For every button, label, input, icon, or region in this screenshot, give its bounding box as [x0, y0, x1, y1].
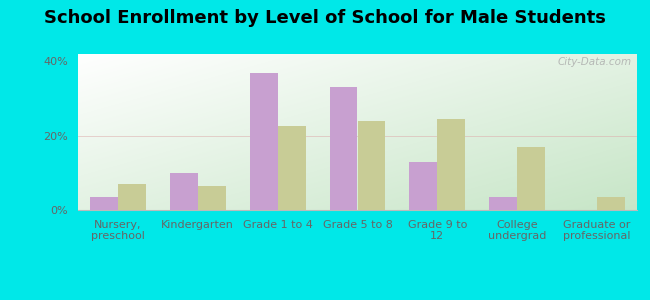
Bar: [517, 147, 545, 210]
Bar: [597, 197, 625, 210]
Bar: [250, 73, 278, 210]
Bar: [90, 197, 118, 210]
Bar: [198, 186, 226, 210]
Bar: [118, 184, 146, 210]
Bar: [170, 173, 198, 210]
Bar: [437, 119, 465, 210]
Bar: [358, 121, 385, 210]
Text: City-Data.com: City-Data.com: [557, 57, 631, 67]
Bar: [278, 126, 306, 210]
Bar: [489, 197, 517, 210]
Text: School Enrollment by Level of School for Male Students: School Enrollment by Level of School for…: [44, 9, 606, 27]
Bar: [330, 87, 358, 210]
Bar: [410, 162, 437, 210]
